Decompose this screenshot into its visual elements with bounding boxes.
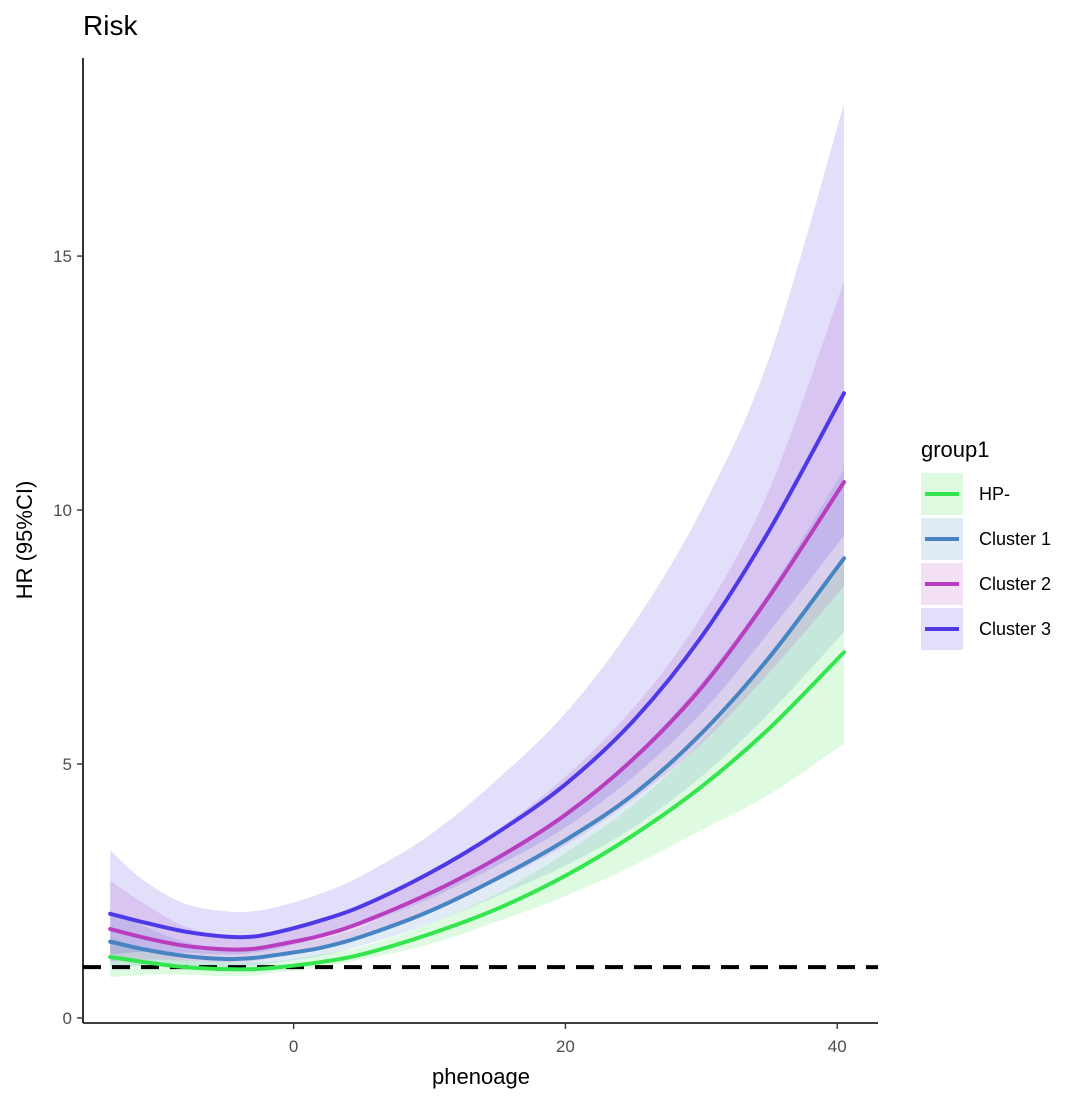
confidence-bands (110, 103, 845, 978)
y-axis-title: HR (95%CI) (12, 481, 37, 600)
x-tick-label: 20 (556, 1037, 575, 1056)
chart-title: Risk (83, 10, 138, 41)
line-cluster-2 (108, 480, 847, 952)
band-cluster-3 (110, 103, 845, 955)
y-tick-label: 10 (53, 501, 72, 520)
legend: group1 HP- Cluster 1 Cluster 2 Cluster 3 (921, 437, 1051, 650)
line-cluster-1 (108, 556, 847, 962)
legend-title: group1 (921, 437, 990, 462)
y-tick-label: 15 (53, 247, 72, 266)
x-tick-label: 40 (828, 1037, 847, 1056)
y-tick-label: 0 (63, 1009, 72, 1028)
legend-label: HP- (979, 484, 1010, 504)
x-axis-title: phenoage (432, 1064, 530, 1089)
legend-item-cluster-1: Cluster 1 (921, 518, 1051, 560)
y-tick-label: 5 (63, 755, 72, 774)
band-hp (110, 560, 845, 978)
legend-label: Cluster 3 (979, 619, 1051, 639)
y-axis-ticks: 0 5 10 15 (53, 247, 83, 1028)
line-cluster-3 (108, 391, 847, 940)
legend-label: Cluster 1 (979, 529, 1051, 549)
x-tick-label: 0 (289, 1037, 298, 1056)
series-lines (108, 391, 847, 972)
legend-item-cluster-3: Cluster 3 (921, 608, 1051, 650)
band-cluster-1 (110, 469, 845, 968)
legend-item-cluster-2: Cluster 2 (921, 563, 1051, 605)
legend-item-hp: HP- (921, 473, 1010, 515)
legend-label: Cluster 2 (979, 574, 1051, 594)
x-axis-ticks: 0 20 40 (289, 1023, 847, 1056)
line-hp (108, 650, 847, 972)
